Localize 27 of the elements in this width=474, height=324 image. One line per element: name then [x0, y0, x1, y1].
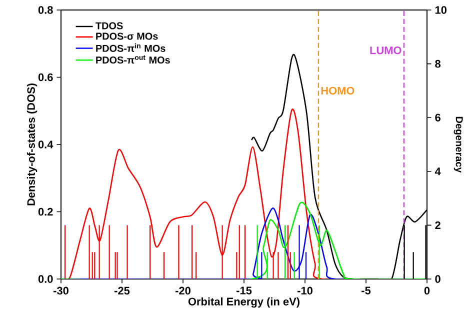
y2-tick-label: 2: [435, 221, 440, 230]
y-tick-label: 0.4: [38, 140, 54, 148]
y2-axis-title: Degeneracy: [454, 116, 463, 173]
y2-tick-label: 0: [435, 275, 440, 283]
legend-label: PDOS-π$^{in}$ MOs: [96, 43, 166, 52]
legend-label: TDOS: [96, 22, 123, 30]
y-tick-label: 0.2: [38, 208, 53, 216]
ref-line-label: HOMO: [321, 86, 354, 95]
x-tick-label: -20: [176, 286, 190, 295]
x-tick-label: -15: [236, 286, 252, 294]
legend-label: PDOS-σ MOs: [96, 32, 158, 40]
x-axis-title: Orbital Energy (in eV): [188, 297, 300, 308]
y2-tick-label: 6: [435, 114, 440, 122]
x-tick-label: -30: [54, 286, 68, 295]
x-tick-label: -25: [114, 286, 130, 295]
y-tick-label: 0.0: [38, 275, 53, 283]
legend-label: PDOS-π$^{out}$ MOs: [96, 55, 170, 64]
x-tick-label: 0: [424, 286, 430, 295]
y2-tick-label: 10: [435, 6, 447, 14]
y2-tick-label: 8: [435, 60, 441, 68]
y-tick-label: 0.8: [38, 6, 53, 14]
y-tick-label: 0.6: [38, 73, 53, 82]
ref-line-label: LUMO: [370, 46, 402, 54]
x-tick-label: -10: [298, 286, 312, 295]
y-axis-title: Density-of-states (DOS): [26, 84, 38, 206]
x-tick-label: -5: [362, 286, 371, 294]
y2-tick-label: 4: [434, 168, 441, 176]
